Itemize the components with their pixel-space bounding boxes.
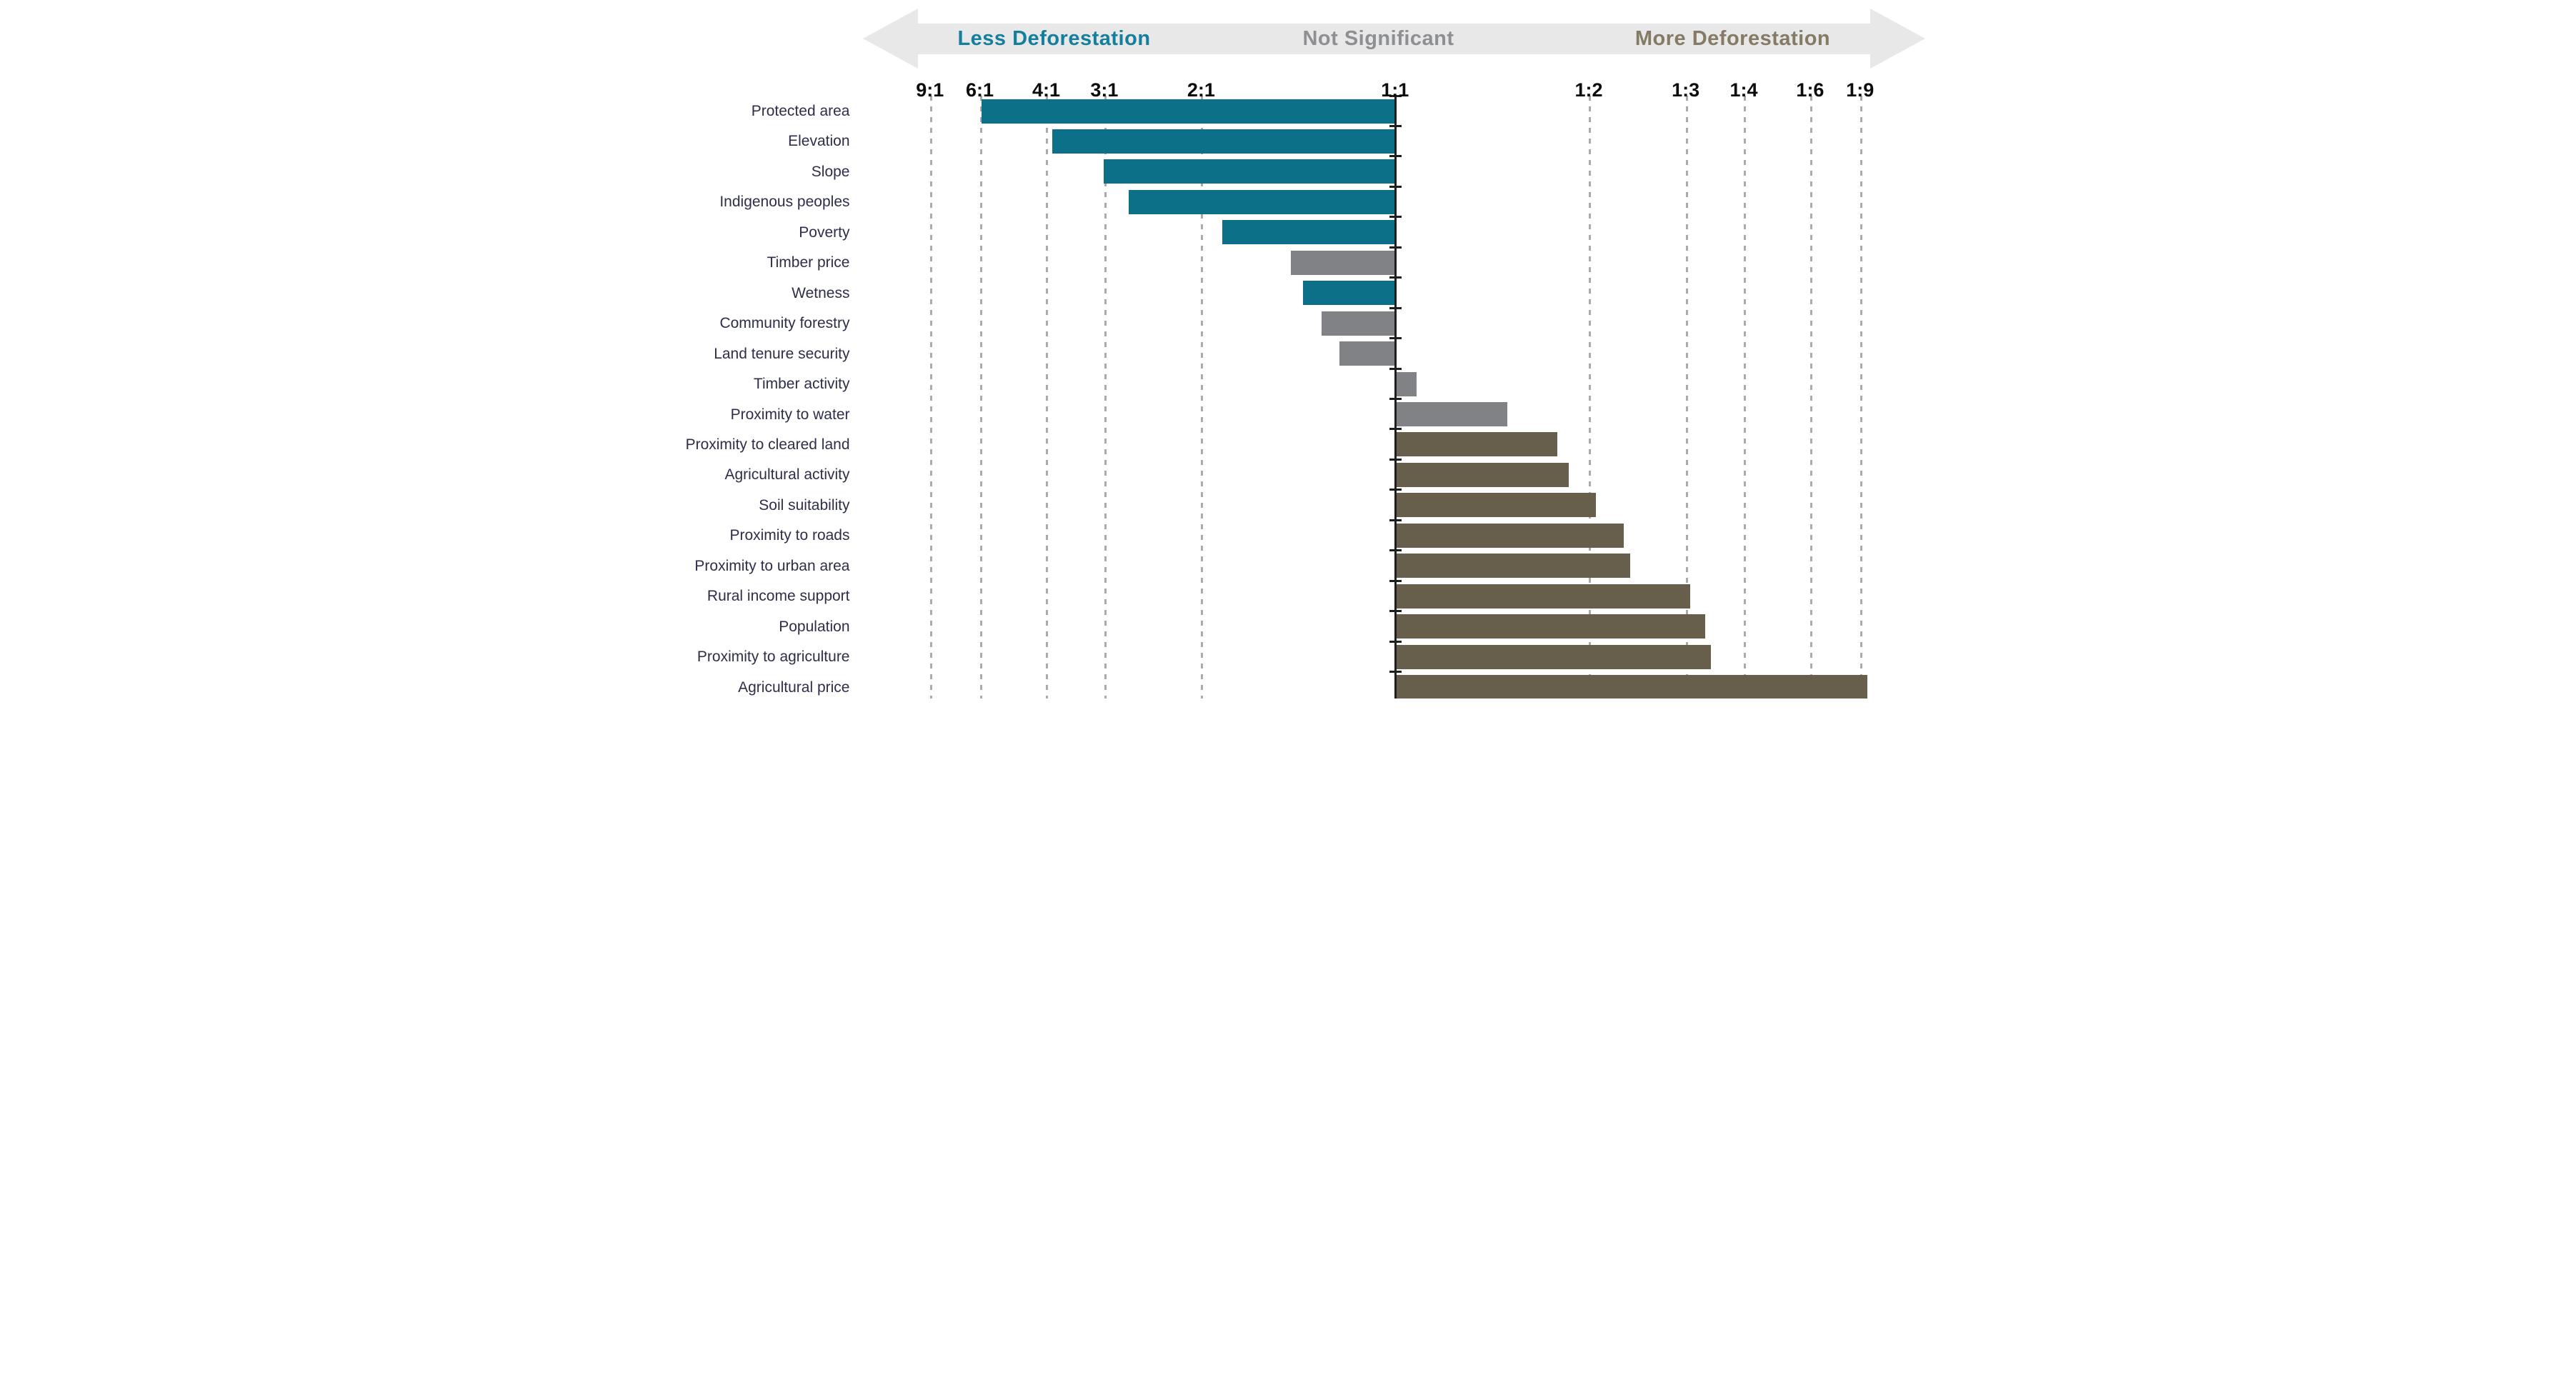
gridline-1-4 xyxy=(1744,96,1746,698)
axis-tick xyxy=(1389,519,1402,521)
axis-tick xyxy=(1389,185,1402,188)
bar-indigenous-peoples xyxy=(1128,189,1395,214)
bar-population xyxy=(1394,614,1706,639)
bar-proximity-to-cleared-land xyxy=(1394,432,1557,457)
axis-tick xyxy=(1389,155,1402,158)
bar-agricultural-price xyxy=(1394,675,1867,698)
category-label-agricultural-activity: Agricultural activity xyxy=(724,466,850,484)
category-label-proximity-to-water: Proximity to water xyxy=(730,406,850,423)
tick-label-1-3: 1:3 xyxy=(1672,79,1700,101)
category-label-timber-price: Timber price xyxy=(767,254,850,271)
tick-label-3-1: 3:1 xyxy=(1090,79,1119,101)
axis-tick xyxy=(1389,367,1402,370)
tick-label-4-1: 4:1 xyxy=(1032,79,1060,101)
axis-tick xyxy=(1389,458,1402,461)
gridline-1-3 xyxy=(1685,96,1688,698)
bar-wetness xyxy=(1302,281,1395,306)
tick-label-1-6: 1:6 xyxy=(1796,79,1824,101)
axis-tick xyxy=(1389,216,1402,219)
bar-agricultural-activity xyxy=(1394,462,1569,487)
gridline-9-1 xyxy=(929,96,932,698)
category-label-rural-income-support: Rural income support xyxy=(707,588,850,605)
category-label-soil-suitability: Soil suitability xyxy=(759,496,850,514)
bar-land-tenure-security xyxy=(1339,341,1395,366)
axis-tick xyxy=(1389,306,1402,309)
axis-tick xyxy=(1389,428,1402,431)
category-label-elevation: Elevation xyxy=(788,133,850,150)
arrow-left-icon xyxy=(862,9,918,69)
tick-label-1-2: 1:2 xyxy=(1574,79,1603,101)
category-label-land-tenure-security: Land tenure security xyxy=(714,345,850,362)
axis-tick xyxy=(1389,579,1402,582)
banner-label-not-significant: Not Significant xyxy=(1302,27,1454,50)
axis-line-1-1 xyxy=(1394,96,1397,698)
direction-banner xyxy=(917,24,1870,54)
axis-tick xyxy=(1389,398,1402,400)
bar-protected-area xyxy=(982,99,1395,124)
gridline-6-1 xyxy=(979,96,982,698)
bar-proximity-to-roads xyxy=(1394,523,1624,548)
category-label-population: Population xyxy=(779,618,850,635)
gridline-4-1 xyxy=(1046,96,1049,698)
tick-label-1-1: 1:1 xyxy=(1381,79,1409,101)
category-label-indigenous-peoples: Indigenous peoples xyxy=(719,194,850,211)
tick-label-2-1: 2:1 xyxy=(1187,79,1215,101)
axis-tick xyxy=(1389,276,1402,279)
category-label-proximity-to-urban-area: Proximity to urban area xyxy=(694,557,850,574)
gridline-3-1 xyxy=(1104,96,1107,698)
banner-label-more-deforestation: More Deforestation xyxy=(1634,27,1831,50)
axis-tick xyxy=(1389,94,1402,97)
bar-soil-suitability xyxy=(1394,493,1597,518)
bar-proximity-to-agriculture xyxy=(1394,644,1711,669)
tick-label-9-1: 9:1 xyxy=(916,79,944,101)
tick-label-1-9: 1:9 xyxy=(1846,79,1874,101)
axis-tick xyxy=(1389,246,1402,249)
bar-proximity-to-water xyxy=(1394,402,1507,426)
category-label-timber-activity: Timber activity xyxy=(753,376,850,393)
axis-tick xyxy=(1389,610,1402,613)
category-label-poverty: Poverty xyxy=(799,224,850,241)
category-label-proximity-to-cleared-land: Proximity to cleared land xyxy=(685,436,850,453)
category-label-community-forestry: Community forestry xyxy=(719,315,850,332)
bar-elevation xyxy=(1052,129,1395,154)
category-label-proximity-to-agriculture: Proximity to agriculture xyxy=(697,649,850,666)
arrow-right-icon xyxy=(1869,9,1925,69)
tick-label-6-1: 6:1 xyxy=(966,79,994,101)
category-label-protected-area: Protected area xyxy=(751,103,850,119)
bar-proximity-to-urban-area xyxy=(1394,554,1630,579)
axis-tick xyxy=(1389,337,1402,340)
gridline-1-2 xyxy=(1589,96,1592,698)
gridline-2-1 xyxy=(1201,96,1204,698)
gridline-1-6 xyxy=(1809,96,1812,698)
axis-tick xyxy=(1389,640,1402,643)
bar-slope xyxy=(1103,159,1395,184)
bar-community-forestry xyxy=(1321,311,1395,336)
category-label-wetness: Wetness xyxy=(792,284,850,301)
category-label-agricultural-price: Agricultural price xyxy=(738,679,850,696)
category-label-slope: Slope xyxy=(811,163,850,180)
tick-label-1-4: 1:4 xyxy=(1729,79,1758,101)
banner-label-less-deforestation: Less Deforestation xyxy=(957,27,1151,50)
axis-tick xyxy=(1389,549,1402,552)
bar-rural-income-support xyxy=(1394,584,1690,609)
bar-poverty xyxy=(1222,220,1395,245)
axis-tick xyxy=(1389,124,1402,127)
deforestation-odds-chart: Less Deforestation Not Significant More … xyxy=(644,0,1932,698)
axis-tick xyxy=(1389,489,1402,491)
bar-timber-price xyxy=(1290,250,1395,275)
axis-tick xyxy=(1389,671,1402,674)
category-label-proximity-to-roads: Proximity to roads xyxy=(729,527,850,544)
gridline-1-9 xyxy=(1859,96,1862,698)
bar-timber-activity xyxy=(1394,371,1417,396)
